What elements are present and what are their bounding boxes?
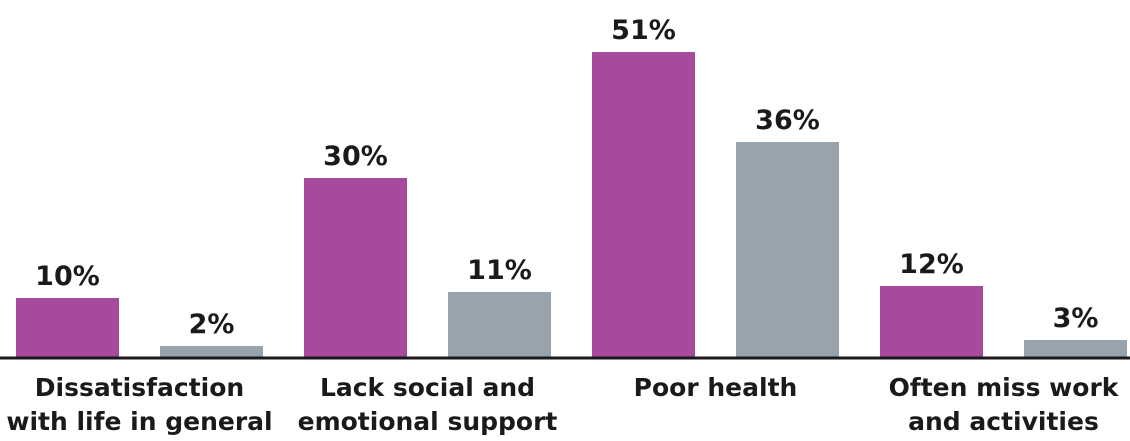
value-label-2-series-2: 11% (467, 255, 532, 286)
bar-4-series-1 (880, 286, 983, 358)
category-label-4-line-2: and activities (908, 407, 1099, 436)
bar-2-series-1 (304, 178, 407, 358)
bar-1-series-1 (16, 298, 119, 358)
value-label-3-series-2: 36% (755, 105, 820, 136)
value-label-1-series-1: 10% (35, 261, 100, 292)
bar-3-series-1 (592, 52, 695, 358)
value-label-2-series-1: 30% (323, 141, 388, 172)
category-labels-group: Dissatisfaction with life in general Lack … (6, 373, 1119, 436)
category-label-1-line-1: Dissatisfaction (35, 373, 244, 402)
bar-3-series-2 (736, 142, 839, 358)
value-labels-group: 10% 2% 30% 11% 51% 36% 12% 3% (35, 15, 1098, 340)
bars-group (16, 52, 1127, 358)
category-label-1-line-2: with life in general (6, 407, 272, 436)
category-label-3-line-1: Poor health (634, 373, 798, 402)
value-label-3-series-1: 51% (611, 15, 676, 46)
value-label-4-series-1: 12% (899, 249, 964, 280)
bar-1-series-2 (160, 346, 263, 358)
bar-4-series-2 (1024, 340, 1127, 358)
category-label-4-line-1: Often miss work (889, 373, 1120, 402)
value-label-4-series-2: 3% (1053, 303, 1099, 334)
category-label-2-line-1: Lack social and (320, 373, 535, 402)
bar-2-series-2 (448, 292, 551, 358)
value-label-1-series-2: 2% (189, 309, 235, 340)
category-label-2-line-2: emotional support (298, 407, 558, 436)
